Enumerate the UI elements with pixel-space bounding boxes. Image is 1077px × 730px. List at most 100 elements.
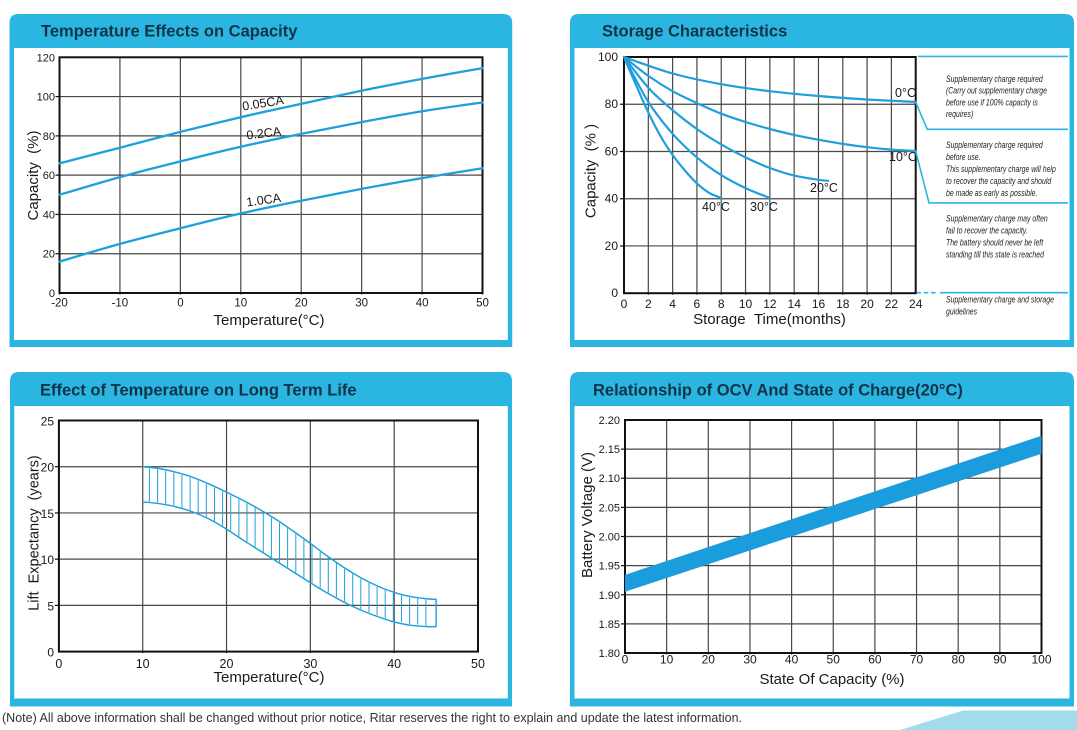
svg-text:1.85: 1.85 [599, 619, 620, 631]
svg-text:30: 30 [743, 653, 757, 667]
svg-text:Storage Characteristics: Storage Characteristics [602, 23, 787, 41]
svg-text:(Carry out supplementary charg: (Carry out supplementary charge [946, 85, 1047, 96]
svg-text:25: 25 [41, 415, 55, 429]
svg-text:60: 60 [43, 170, 55, 182]
svg-text:40: 40 [387, 657, 401, 671]
svg-text:-10: -10 [112, 298, 129, 310]
svg-text:120: 120 [37, 52, 55, 64]
svg-text:30: 30 [303, 657, 317, 671]
svg-text:6: 6 [694, 297, 701, 311]
svg-text:Supplementary charge required: Supplementary charge required [946, 139, 1043, 150]
svg-text:24: 24 [909, 297, 923, 311]
svg-text:16: 16 [812, 297, 826, 311]
svg-text:50: 50 [827, 653, 841, 667]
svg-text:10: 10 [234, 298, 247, 310]
svg-text:30°C: 30°C [750, 200, 778, 214]
svg-text:Capacity (% ): Capacity (% ) [583, 124, 600, 218]
svg-text:50: 50 [471, 657, 485, 671]
svg-text:80: 80 [952, 653, 966, 667]
svg-text:30: 30 [355, 298, 368, 310]
svg-text:4: 4 [669, 297, 676, 311]
svg-text:0: 0 [611, 286, 618, 300]
svg-text:Supplementary charge required: Supplementary charge required [946, 73, 1043, 84]
svg-text:2.00: 2.00 [599, 532, 620, 544]
svg-text:2: 2 [645, 297, 652, 311]
svg-text:Supplementary charge and stora: Supplementary charge and storage [946, 293, 1054, 304]
svg-text:Temperature(°C): Temperature(°C) [213, 669, 324, 686]
svg-text:10: 10 [739, 297, 753, 311]
svg-text:Capacity (%): Capacity (%) [25, 130, 42, 220]
svg-text:be made as early as possible.: be made as early as possible. [946, 187, 1037, 198]
svg-text:0: 0 [177, 298, 183, 310]
svg-text:10: 10 [136, 657, 150, 671]
svg-text:before use if 100% capacity is: before use if 100% capacity is [946, 96, 1038, 107]
svg-text:State Of Capacity (%): State Of Capacity (%) [759, 671, 904, 688]
svg-text:to recover the capacity and sh: to recover the capacity and should [946, 175, 1052, 186]
svg-text:before use.: before use. [946, 151, 981, 162]
svg-text:40°C: 40°C [702, 200, 730, 214]
svg-text:0: 0 [621, 297, 628, 311]
svg-text:100: 100 [1031, 653, 1051, 667]
svg-text:40: 40 [785, 653, 799, 667]
svg-text:80: 80 [43, 131, 55, 143]
svg-text:40: 40 [605, 192, 619, 206]
svg-text:1.0CA: 1.0CA [245, 191, 282, 210]
svg-text:guidelines: guidelines [946, 305, 978, 316]
svg-text:20°C: 20°C [810, 181, 838, 195]
svg-text:12: 12 [763, 297, 777, 311]
svg-text:100: 100 [598, 50, 618, 64]
svg-text:requires): requires) [946, 108, 973, 119]
svg-text:2.10: 2.10 [599, 473, 620, 485]
svg-text:standing till this state is re: standing till this state is reached [946, 248, 1044, 259]
svg-text:20: 20 [220, 657, 234, 671]
svg-text:0: 0 [55, 657, 62, 671]
svg-text:50: 50 [476, 298, 489, 310]
svg-text:0.05CA: 0.05CA [241, 93, 285, 113]
svg-text:2.05: 2.05 [599, 502, 620, 514]
svg-text:10°C: 10°C [889, 150, 917, 164]
svg-text:Temperature Effects on Capacit: Temperature Effects on Capacity [41, 23, 298, 41]
svg-text:1.90: 1.90 [599, 590, 620, 602]
svg-text:8: 8 [718, 297, 725, 311]
svg-text:0: 0 [47, 646, 54, 660]
svg-text:2.20: 2.20 [599, 415, 620, 427]
svg-text:1.80: 1.80 [599, 648, 620, 660]
svg-text:Storage Time(months): Storage Time(months) [693, 311, 846, 328]
svg-text:14: 14 [788, 297, 802, 311]
svg-text:0: 0 [49, 288, 55, 300]
svg-text:This supplementary charge will: This supplementary charge will help [946, 163, 1056, 174]
svg-text:20: 20 [43, 249, 55, 261]
svg-text:Lift Expectancy (years): Lift Expectancy (years) [27, 455, 43, 611]
svg-text:18: 18 [836, 297, 850, 311]
svg-text:0: 0 [622, 653, 629, 667]
svg-text:90: 90 [993, 653, 1007, 667]
svg-text:20: 20 [860, 297, 874, 311]
svg-text:fail to recover the capacity.: fail to recover the capacity. [946, 224, 1028, 235]
svg-text:60: 60 [605, 145, 619, 159]
svg-text:0°C: 0°C [895, 86, 916, 100]
svg-text:10: 10 [660, 653, 674, 667]
svg-text:1.95: 1.95 [599, 561, 620, 573]
svg-text:22: 22 [885, 297, 899, 311]
svg-text:Temperature(°C): Temperature(°C) [213, 312, 324, 329]
svg-text:Supplementary charge may often: Supplementary charge may often [946, 212, 1048, 223]
svg-text:20: 20 [41, 461, 55, 475]
svg-text:40: 40 [416, 298, 429, 310]
svg-text:(Note) All above information s: (Note) All above information shall be ch… [2, 711, 742, 725]
svg-text:Battery Voltage (V): Battery Voltage (V) [579, 452, 596, 578]
svg-text:5: 5 [47, 599, 54, 613]
svg-text:80: 80 [605, 97, 619, 111]
svg-text:100: 100 [37, 92, 55, 104]
svg-text:Relationship of OCV And State: Relationship of OCV And State of Charge(… [593, 382, 963, 400]
svg-text:20: 20 [295, 298, 308, 310]
svg-text:2.15: 2.15 [599, 444, 620, 456]
svg-text:Effect of Temperature on Long: Effect of Temperature on Long Term Life [40, 382, 357, 400]
svg-text:The battery should never be le: The battery should never be left [946, 236, 1044, 247]
svg-text:70: 70 [910, 653, 924, 667]
svg-text:10: 10 [41, 553, 55, 567]
svg-text:20: 20 [702, 653, 716, 667]
svg-text:15: 15 [41, 507, 55, 521]
svg-text:0.2CA: 0.2CA [246, 124, 283, 142]
svg-text:20: 20 [605, 239, 619, 253]
svg-text:-20: -20 [51, 298, 68, 310]
